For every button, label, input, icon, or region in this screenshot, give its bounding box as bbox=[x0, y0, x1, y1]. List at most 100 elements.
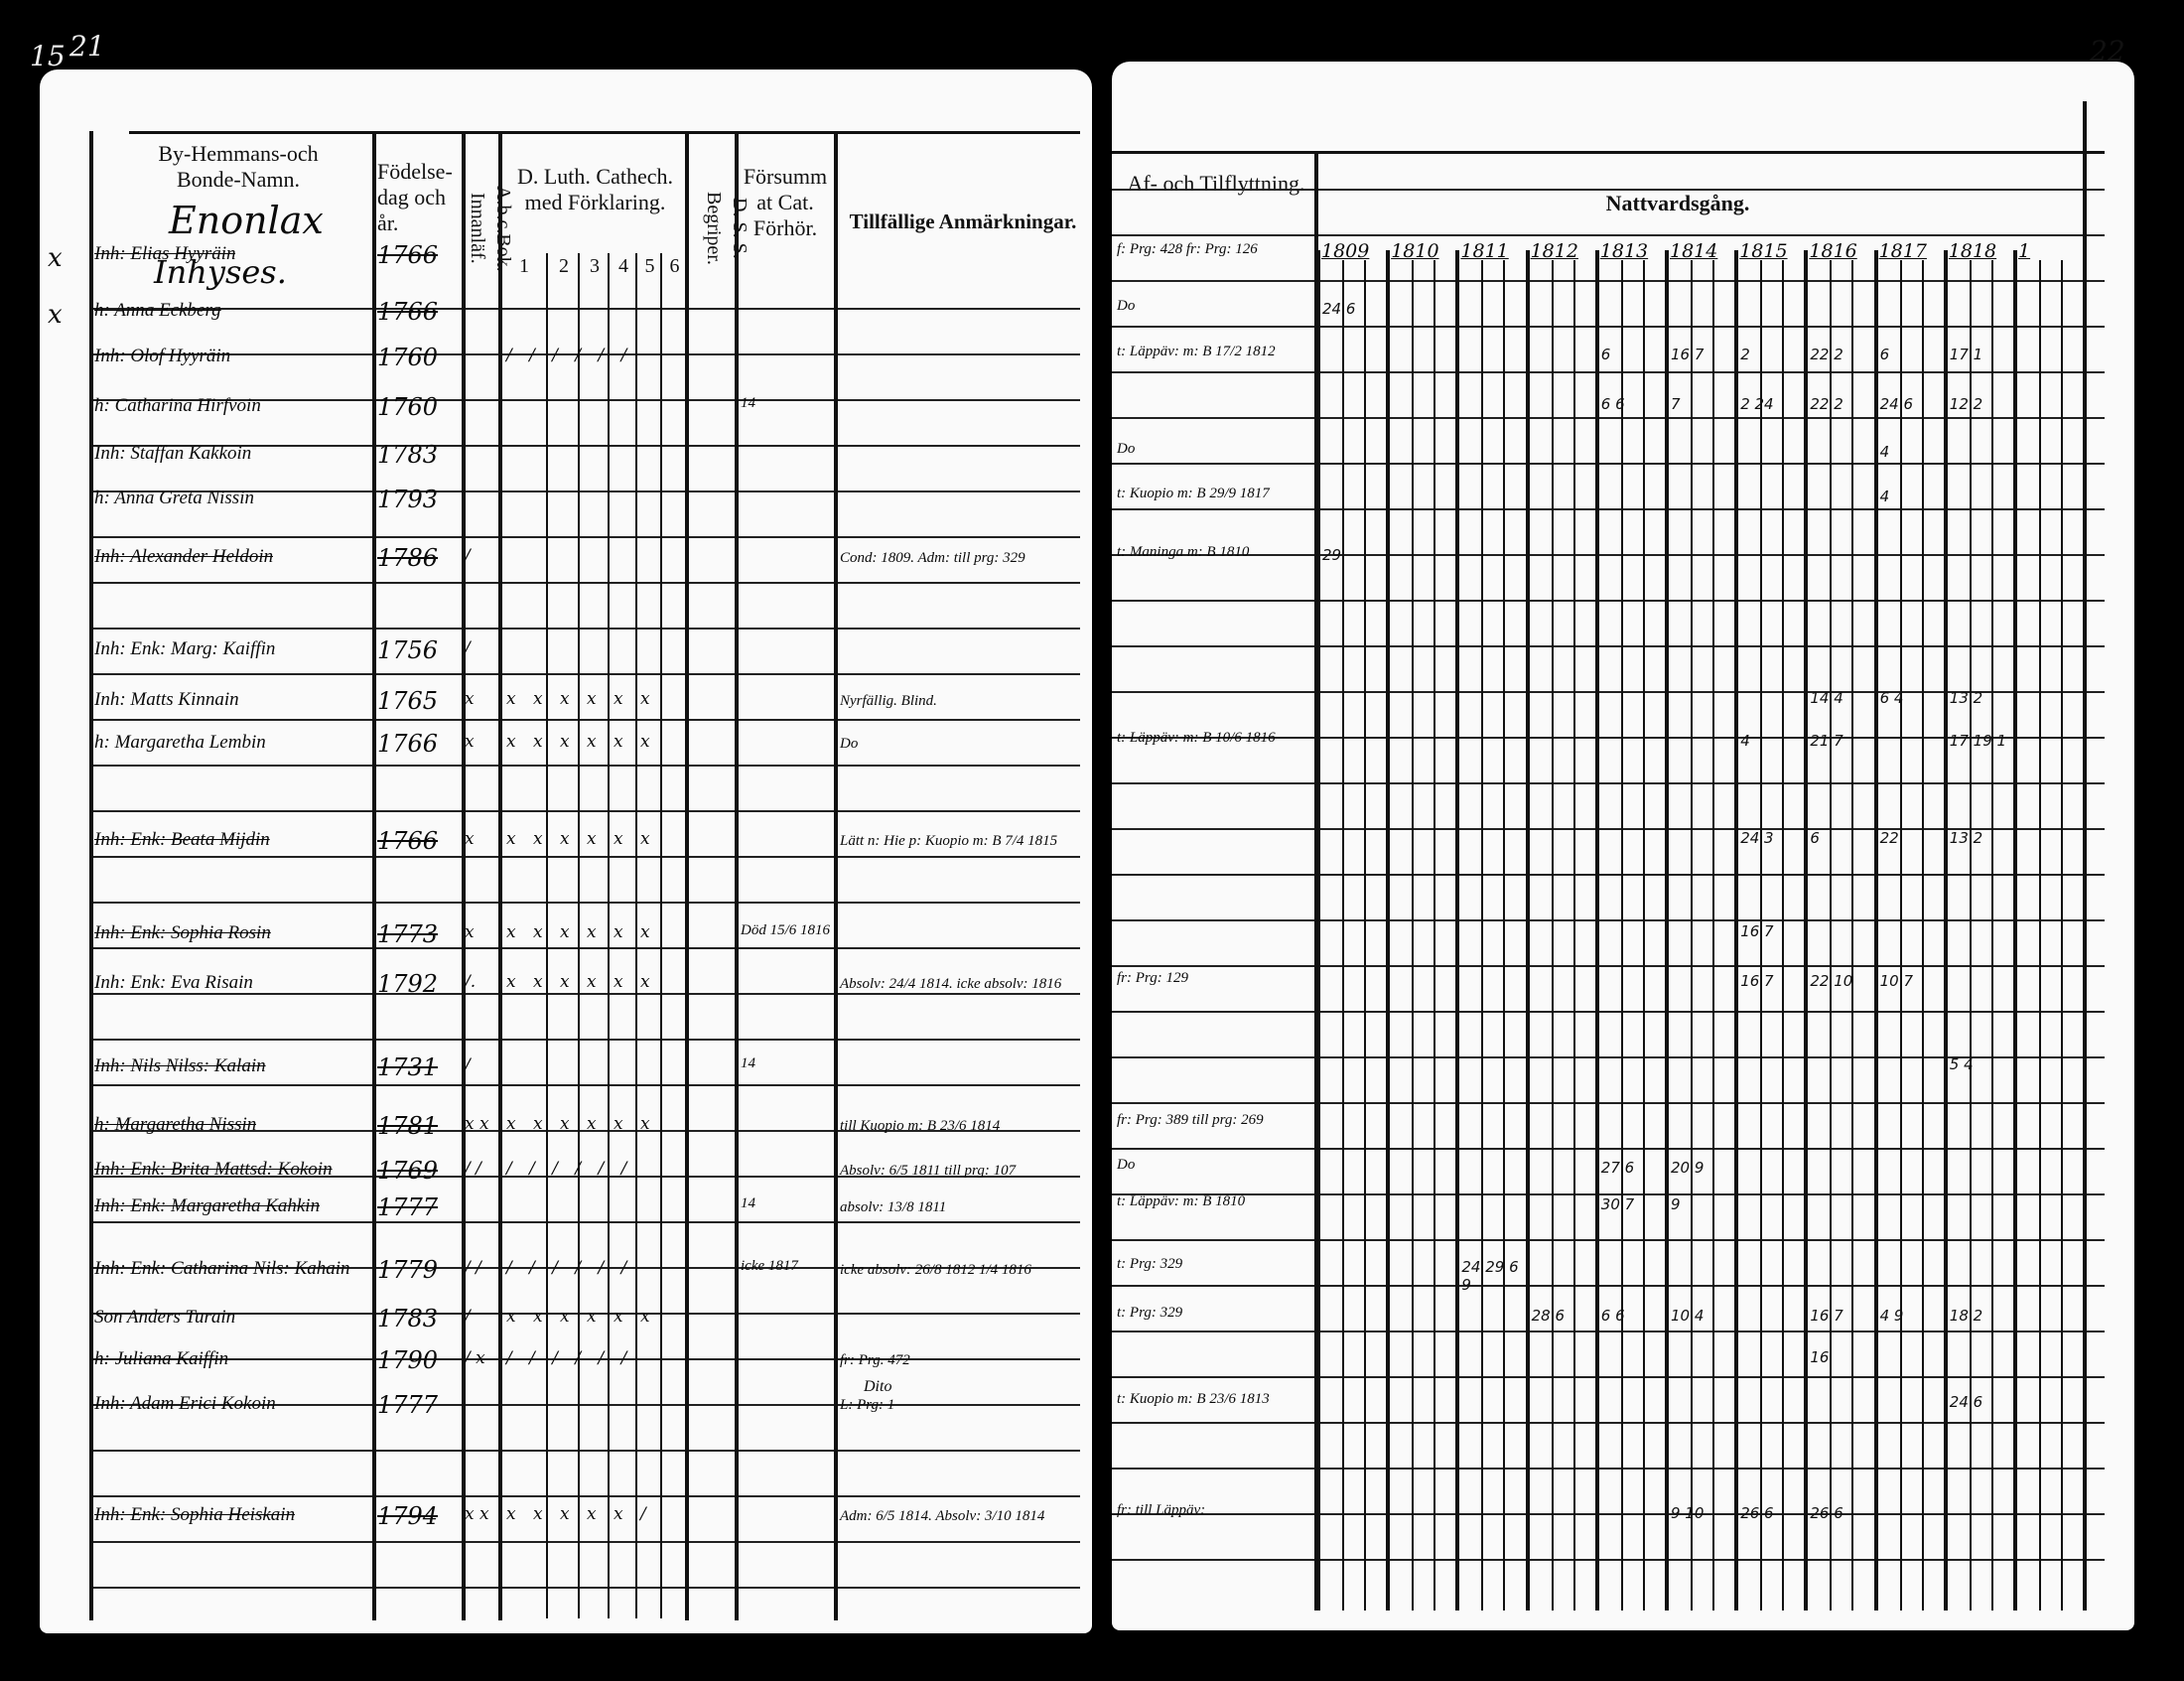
birth-year: 1766 bbox=[377, 730, 439, 758]
year-subdivider bbox=[2039, 260, 2041, 1611]
move-note: fr: Prg: 129 bbox=[1117, 970, 1188, 986]
catechism-marks: x x x x x / bbox=[506, 1504, 652, 1524]
ruling-line bbox=[1112, 326, 2105, 328]
column-divider bbox=[2083, 101, 2087, 1611]
dss-note: icke 1817 bbox=[741, 1258, 798, 1274]
year-subdivider bbox=[1760, 260, 1763, 1611]
birth-year: 1779 bbox=[377, 1256, 439, 1284]
move-note: t: Läppäv: m: B 1810 bbox=[1117, 1193, 1246, 1209]
ruling-line bbox=[1112, 554, 2105, 556]
ruling-line bbox=[1112, 1422, 2105, 1424]
dss-note: 14 bbox=[741, 1055, 755, 1071]
header-remarks: Tillfällige Anmärkningar. bbox=[849, 210, 1077, 233]
ruling-line bbox=[89, 810, 1080, 812]
communion-date: 24 3 bbox=[1740, 829, 1774, 847]
ruling-line bbox=[1112, 1056, 2105, 1058]
communion-date: 6 6 bbox=[1600, 395, 1625, 413]
header-name: By-Hemmans-och Bonde-Namn. bbox=[158, 141, 319, 192]
person-name: Inh: Enk: Margaretha Kahkin bbox=[94, 1195, 321, 1216]
year-column-divider bbox=[1525, 250, 1530, 1611]
ruling-line bbox=[1112, 508, 2105, 510]
ruling-line bbox=[1112, 828, 2105, 830]
ruling-line bbox=[1112, 965, 2105, 967]
ruling-line bbox=[89, 993, 1080, 995]
person-name: h: Anna Greta Nissin bbox=[94, 488, 254, 508]
year-label: 1816 bbox=[1809, 240, 1857, 262]
year-label: 1815 bbox=[1739, 240, 1788, 262]
header-rule bbox=[1112, 151, 2105, 154]
year-label: 1813 bbox=[1599, 240, 1649, 262]
person-name: Inh: Elias Hyyräin bbox=[94, 243, 236, 264]
ruling-line bbox=[1112, 1193, 2105, 1195]
ruling-line bbox=[1112, 1559, 2105, 1561]
communion-date: 4 bbox=[1879, 443, 1890, 461]
ruling-line bbox=[89, 673, 1080, 675]
year-subdivider bbox=[1969, 260, 1972, 1611]
birth-year: 1794 bbox=[377, 1502, 439, 1530]
column-divider bbox=[462, 131, 466, 1620]
person-name: Inh: Enk: Beata Mijdin bbox=[94, 829, 270, 850]
move-note: f: Prg: 428 fr: Prg: 126 bbox=[1117, 241, 1258, 257]
cross-mark: x bbox=[48, 300, 63, 330]
year-column-divider bbox=[1316, 250, 1320, 1611]
remark: L: Prg: 1 bbox=[840, 1397, 895, 1413]
catechism-marks: / / / / / / bbox=[506, 1159, 633, 1179]
year-subdivider bbox=[1851, 260, 1854, 1611]
abc-mark: / bbox=[465, 638, 471, 658]
remark: Nyrfällig. Blind. bbox=[840, 693, 937, 709]
communion-date: 16 7 bbox=[1810, 1307, 1843, 1325]
birth-year: 1765 bbox=[377, 687, 439, 715]
ruling-line bbox=[89, 1176, 1080, 1178]
ruling-line bbox=[89, 308, 1080, 310]
year-column-divider bbox=[1943, 250, 1948, 1611]
communion-date: 16 7 bbox=[1740, 922, 1774, 940]
catechism-marks: x x x x x x bbox=[506, 972, 656, 992]
ruling-line bbox=[89, 1267, 1080, 1269]
year-label: 1810 bbox=[1391, 240, 1439, 262]
communion-date: 18 2 bbox=[1949, 1307, 1983, 1325]
ruling-line bbox=[89, 1495, 1080, 1497]
catechism-subdivider bbox=[546, 253, 548, 1618]
remark: till Kuopio m: B 23/6 1814 bbox=[840, 1118, 1001, 1134]
abc-mark: / / bbox=[465, 1258, 481, 1278]
year-subdivider bbox=[1551, 260, 1554, 1611]
ruling-line bbox=[89, 1221, 1080, 1223]
birth-year: 1766 bbox=[377, 298, 439, 326]
birth-year: 1783 bbox=[377, 1305, 439, 1332]
ruling-line bbox=[89, 902, 1080, 904]
person-name: Inh: Enk: Sophia Rosin bbox=[94, 922, 271, 943]
ruling-line bbox=[1112, 1468, 2105, 1470]
year-label: 1818 bbox=[1948, 240, 1997, 262]
header-moves: Af- och Tilflyttning. bbox=[1127, 171, 1305, 196]
year-subdivider bbox=[1481, 260, 1484, 1611]
communion-date: 6 4 bbox=[1879, 689, 1904, 707]
person-name: h: Juliana Kaiffin bbox=[94, 1348, 229, 1369]
person-name: Inh: Matts Kinnain bbox=[94, 689, 239, 710]
ruling-line bbox=[1112, 234, 2105, 236]
year-subdivider bbox=[1921, 260, 1924, 1611]
abc-mark: /. bbox=[465, 972, 477, 992]
catechism-part-label: 5 bbox=[644, 255, 655, 277]
year-column-divider bbox=[1594, 250, 1599, 1611]
year-label: 1 bbox=[2018, 240, 2031, 262]
year-label: 1811 bbox=[1460, 240, 1509, 262]
year-label: 1814 bbox=[1670, 240, 1718, 262]
catechism-marks: x x x x x x bbox=[506, 1307, 656, 1327]
catechism-marks: x x x x x x bbox=[506, 1114, 656, 1134]
communion-date: 29 bbox=[1322, 546, 1342, 564]
abc-mark: x x bbox=[465, 1114, 489, 1134]
move-note: fr: till Läppäv: bbox=[1117, 1502, 1206, 1518]
person-name: h: Margaretha Lembin bbox=[94, 732, 266, 753]
move-note: Do bbox=[1117, 441, 1136, 457]
year-subdivider bbox=[1620, 260, 1623, 1611]
birth-year: 1731 bbox=[377, 1053, 439, 1081]
communion-date: 4 9 bbox=[1879, 1307, 1904, 1325]
year-subdivider bbox=[1572, 260, 1575, 1611]
column-divider bbox=[372, 131, 376, 1620]
move-note: t: Kuopio m: B 29/9 1817 bbox=[1117, 486, 1270, 501]
catechism-subdivider bbox=[660, 253, 662, 1618]
move-note: Do bbox=[1117, 298, 1136, 314]
abc-mark: x bbox=[465, 689, 475, 709]
year-subdivider bbox=[1503, 260, 1506, 1611]
catechism-marks: x x x x x x bbox=[506, 732, 656, 752]
